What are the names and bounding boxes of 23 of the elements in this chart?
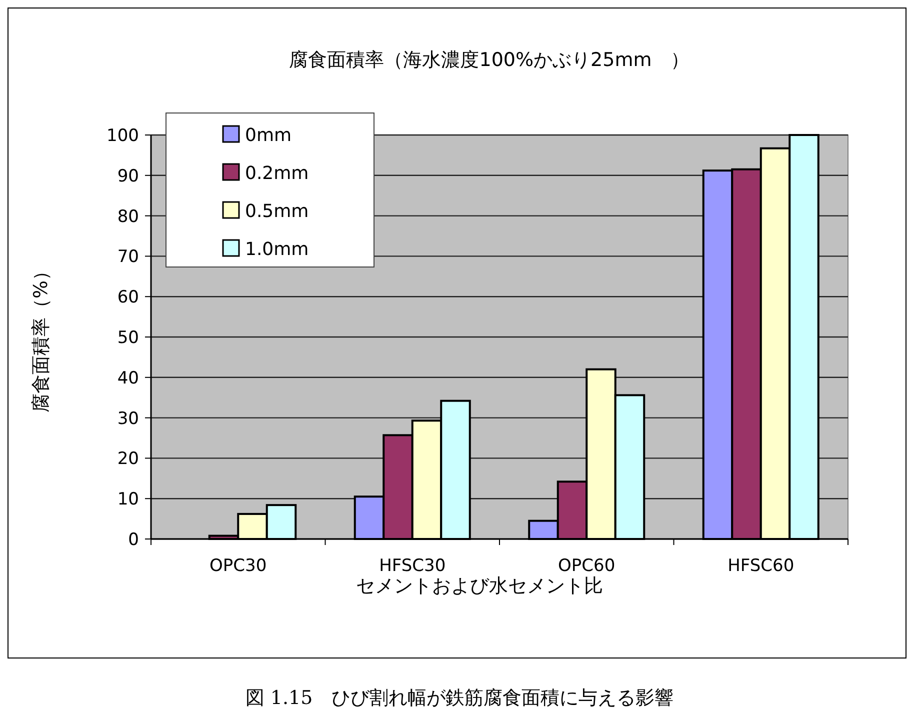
y-tick-label: 0 (128, 530, 139, 550)
y-axis-title: 腐食面積率（%） (30, 261, 52, 413)
y-tick-label: 70 (117, 247, 139, 268)
caption: 図 1.15 ひび割れ幅が鉄筋腐食面積に与える影響 (245, 687, 674, 709)
y-tick-label: 60 (117, 288, 139, 308)
y-tick-label: 100 (106, 126, 139, 146)
legend-label: 0.2mm (245, 163, 309, 184)
y-tick-label: 50 (117, 328, 139, 348)
legend-label: 1.0mm (245, 239, 309, 260)
y-tick-label: 40 (117, 368, 139, 388)
x-tick-label: OPC30 (210, 556, 267, 576)
x-tick-label: OPC60 (558, 556, 616, 576)
x-tick-label: HFSC60 (728, 556, 794, 576)
chart-title: 腐食面積率（海水濃度100%かぶり25mm ） (289, 49, 690, 71)
x-tick-label: HFSC30 (379, 556, 446, 576)
legend-label: 0mm (245, 125, 292, 146)
legend-label: 0.5mm (245, 201, 309, 222)
y-tick-label: 80 (117, 206, 139, 227)
y-tick-label: 10 (117, 490, 139, 510)
y-tick-label: 20 (117, 449, 139, 470)
y-tick-label: 30 (117, 408, 139, 429)
x-axis-title: セメントおよび水セメント比 (356, 575, 603, 597)
y-tick-label: 90 (117, 166, 139, 186)
